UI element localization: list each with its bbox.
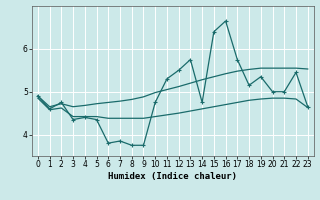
X-axis label: Humidex (Indice chaleur): Humidex (Indice chaleur)	[108, 172, 237, 181]
